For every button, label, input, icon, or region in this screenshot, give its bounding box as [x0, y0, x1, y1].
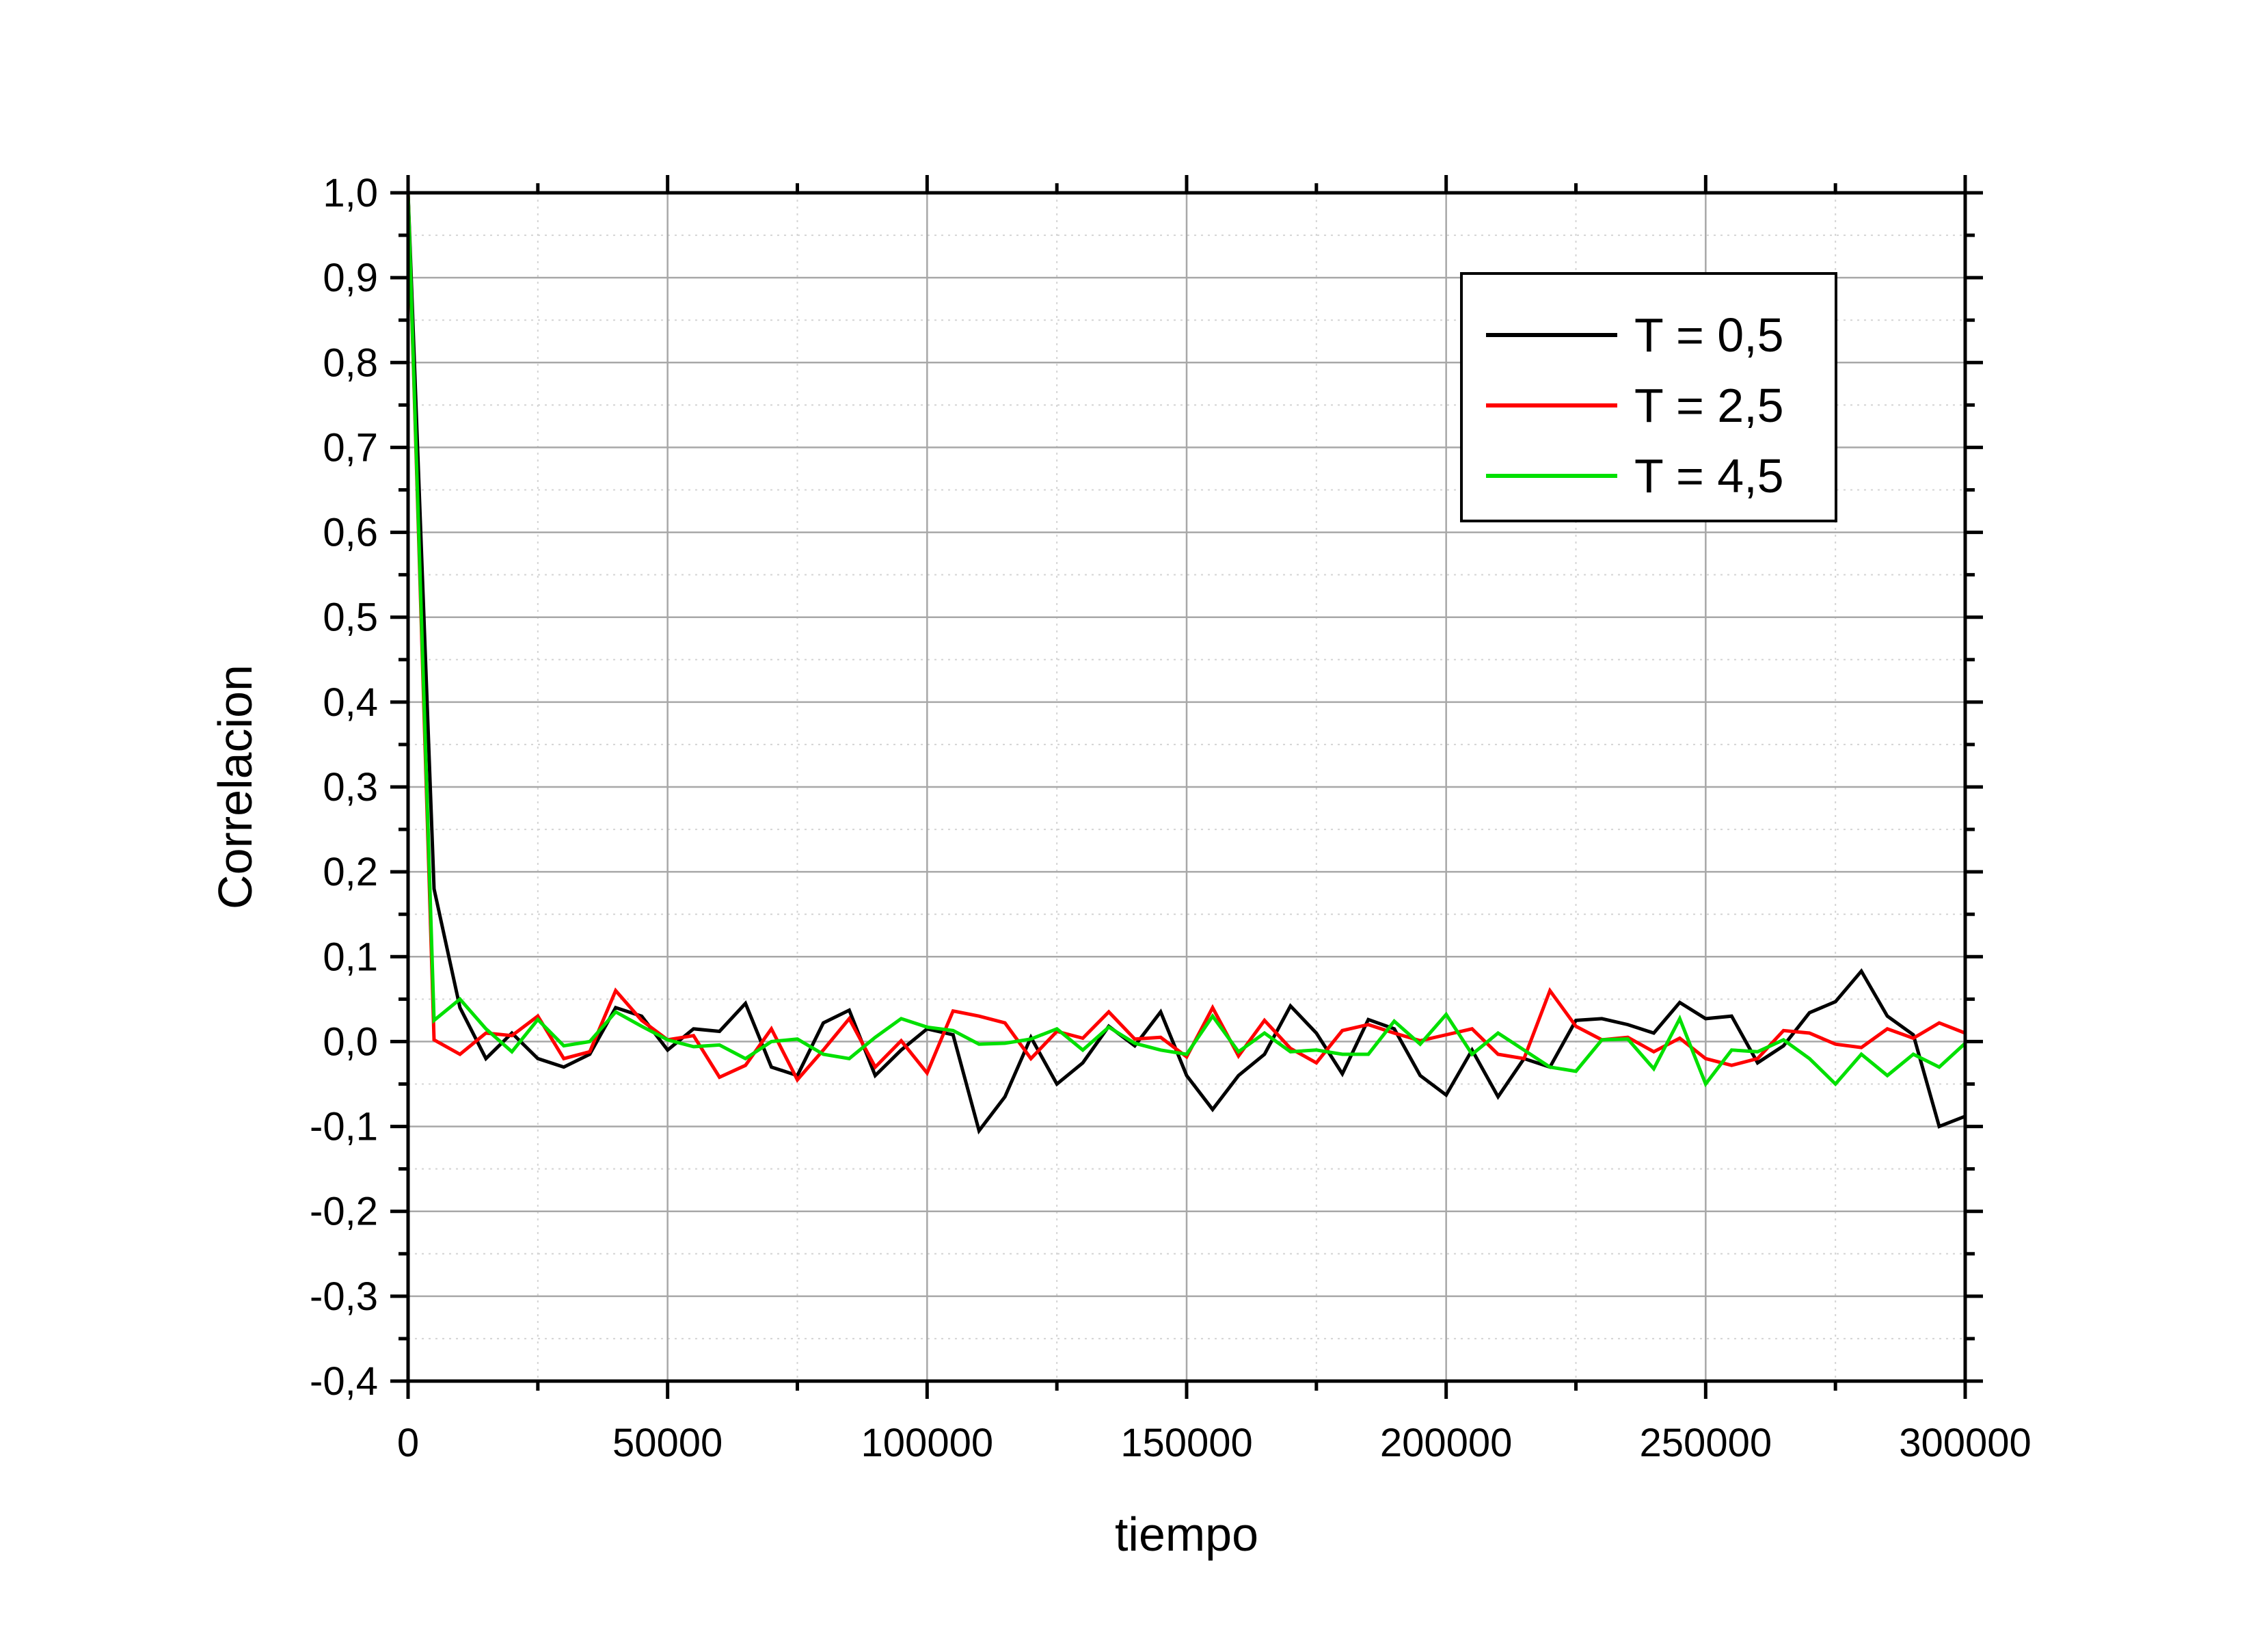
legend-label: T = 0,5	[1634, 308, 1784, 362]
series-line	[406, 192, 1966, 1135]
series-lines	[406, 192, 1967, 1135]
axis-ticks	[390, 175, 1983, 1399]
series-line	[406, 192, 1967, 1088]
legend: T = 0,5 T = 2,5 T = 4,5	[1460, 272, 1837, 522]
legend-label: T = 2,5	[1634, 379, 1784, 432]
x-tick-label: 300000	[1899, 1421, 2031, 1465]
y-tick-label: -0,3	[310, 1274, 378, 1319]
legend-label: T = 4,5	[1634, 449, 1784, 503]
y-tick-label: 1,0	[323, 171, 378, 215]
y-axis-label: Correlacion	[208, 665, 262, 909]
x-tick-label: 100000	[861, 1421, 994, 1465]
x-tick-label: 50000	[612, 1421, 723, 1465]
y-tick-label: -0,4	[310, 1359, 378, 1404]
y-tick-labels: 1,0 0,9 0,8 0,7 0,6 0,5 0,4 0,3 0,2 0,1 0,0 -0,1 -0,…	[310, 171, 378, 1404]
y-tick-label: 0,3	[323, 765, 378, 810]
x-tick-label: 0	[397, 1421, 419, 1465]
legend-box	[1460, 272, 1837, 522]
y-tick-label: 0,4	[323, 680, 378, 725]
y-tick-label: -0,1	[310, 1105, 378, 1149]
x-axis-label: tiempo	[1115, 1508, 1258, 1561]
x-tick-label: 200000	[1380, 1421, 1513, 1465]
y-tick-label: 0,2	[323, 850, 378, 894]
y-tick-label: 0,5	[323, 596, 378, 640]
x-tick-label: 250000	[1640, 1421, 1772, 1465]
y-tick-label: 0,9	[323, 256, 378, 300]
y-tick-label: 0,1	[323, 935, 378, 979]
x-tick-labels: 0 50000 100000 150000 200000 250000 300000	[397, 1421, 2031, 1465]
y-tick-label: -0,2	[310, 1190, 378, 1234]
y-tick-label: 0,0	[323, 1019, 378, 1064]
x-tick-label: 150000	[1120, 1421, 1253, 1465]
y-tick-label: 0,6	[323, 511, 378, 555]
y-tick-label: 0,7	[323, 425, 378, 470]
y-tick-label: 0,8	[323, 340, 378, 385]
